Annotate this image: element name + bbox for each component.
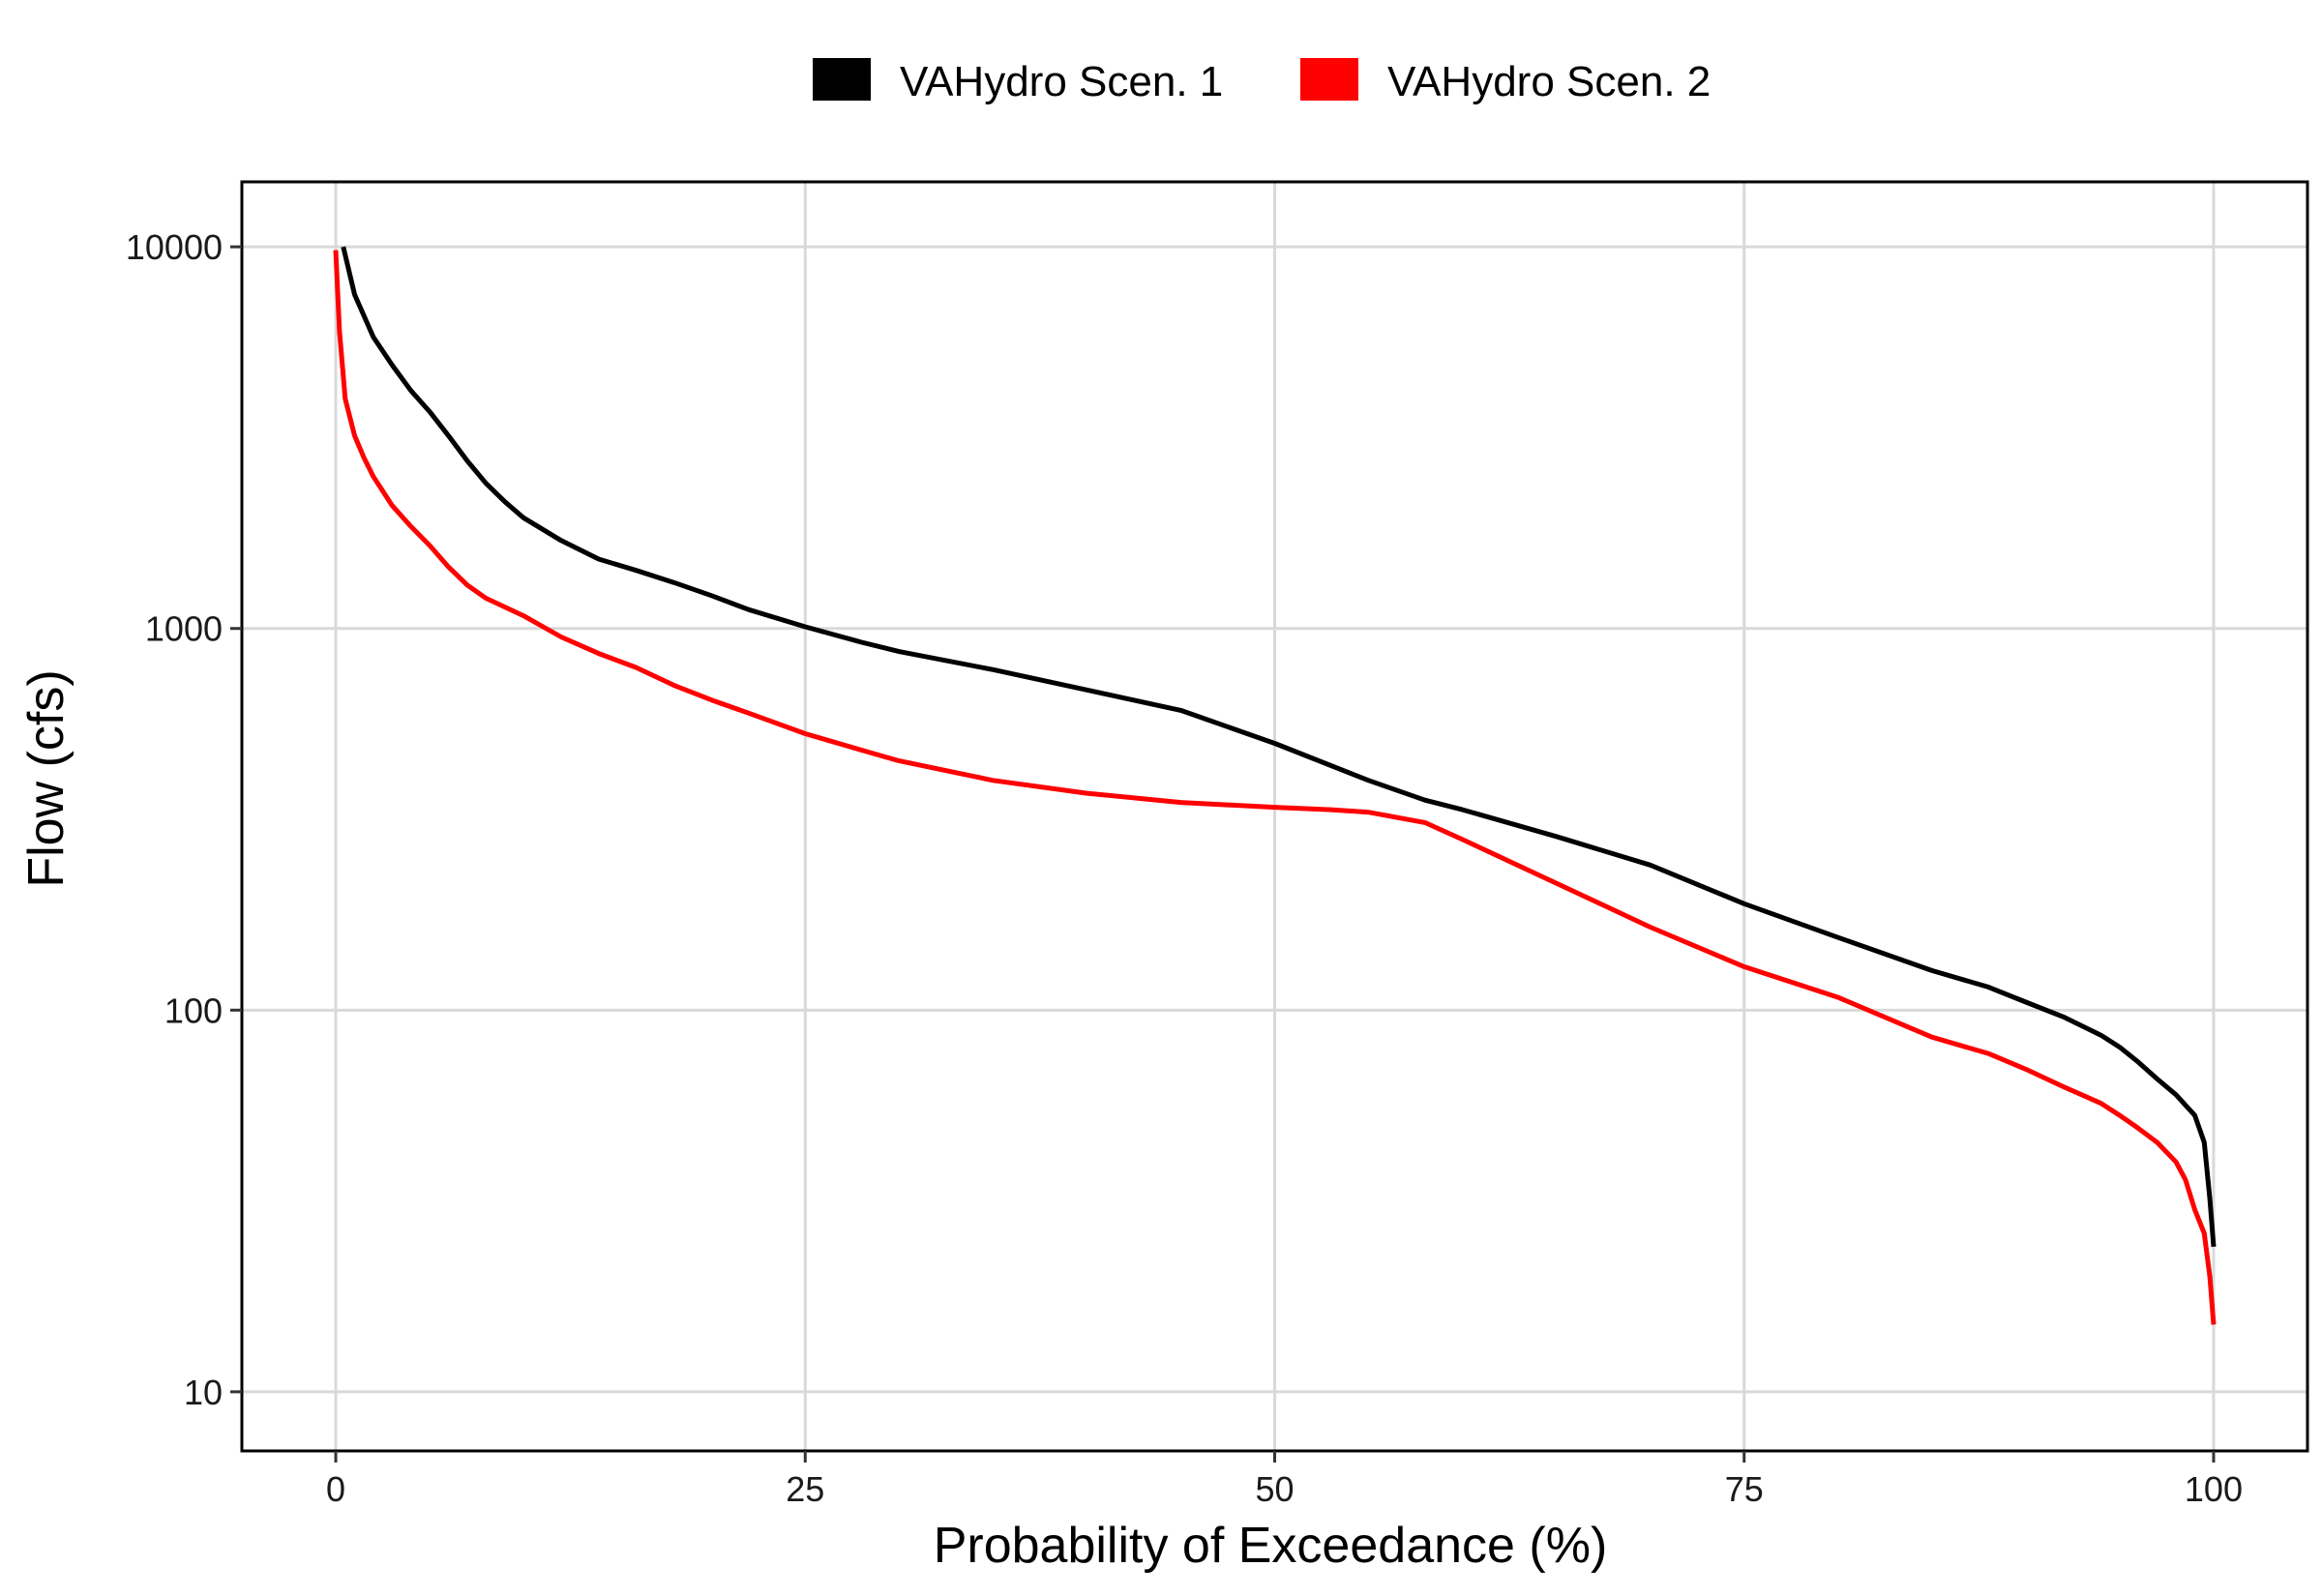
x-tick-label: 100	[2185, 1469, 2243, 1509]
y-axis-title: Flow (cfs)	[18, 669, 74, 887]
x-tick-label: 50	[1255, 1469, 1294, 1509]
x-tick-label: 25	[786, 1469, 824, 1509]
x-axis: 0 25 50 75 100	[326, 1451, 2243, 1509]
legend: VAHydro Scen. 1 VAHydro Scen. 2	[813, 58, 1711, 105]
y-tick-label: 100	[164, 990, 223, 1030]
series-line-1	[341, 246, 2217, 1248]
x-tick-label: 75	[1725, 1469, 1764, 1509]
x-axis-title: Probability of Exceedance (%)	[934, 1518, 1608, 1574]
legend-label-scen-2: VAHydro Scen. 2	[1387, 58, 1711, 105]
legend-key-scen-2	[1300, 58, 1358, 101]
legend-key-scen-1	[813, 58, 871, 101]
y-axis: 10 100 1000 10000	[126, 227, 242, 1412]
series-line-2	[333, 250, 2217, 1325]
legend-label-scen-1: VAHydro Scen. 1	[900, 58, 1223, 105]
gridlines	[242, 182, 2307, 1451]
y-tick-label: 1000	[145, 609, 223, 649]
series-layer	[333, 246, 2217, 1325]
x-tick-label: 0	[326, 1469, 345, 1509]
y-tick-label: 10000	[126, 227, 223, 267]
y-tick-label: 10	[184, 1373, 223, 1412]
